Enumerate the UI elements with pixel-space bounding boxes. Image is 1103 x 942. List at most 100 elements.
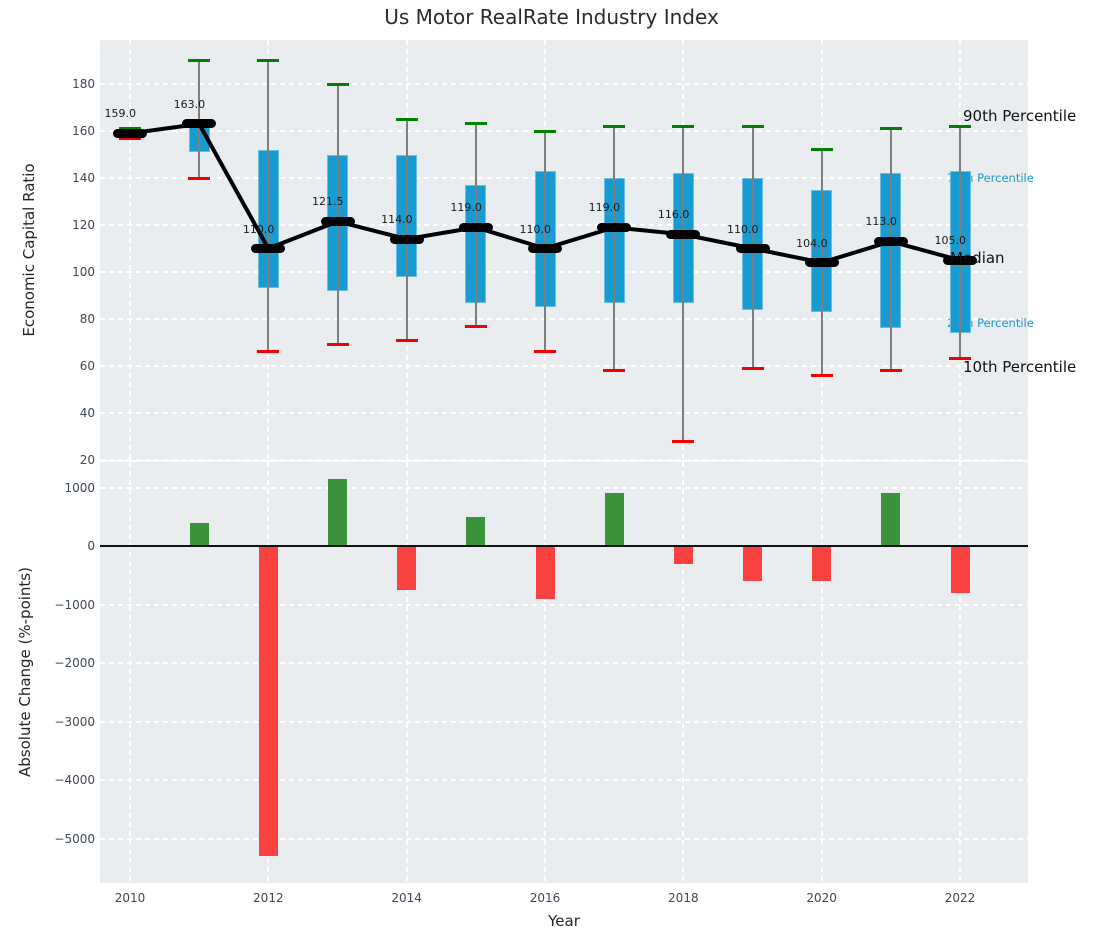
cap-10th: [879, 369, 902, 373]
bottom-plot-area: [100, 462, 1028, 883]
y-tick-label: 140: [72, 171, 95, 185]
whisker-line: [682, 126, 685, 442]
whisker-line: [198, 60, 201, 178]
median-annotation: 110.0: [242, 222, 275, 236]
y-tick-label: 1000: [64, 480, 95, 495]
cap-90th: [672, 124, 695, 128]
top-plot-area: 159.0 163.0 110.0 121.5 114.0 119.0 110.0 119.0…: [100, 40, 1028, 461]
x-axis-label: Year: [548, 912, 580, 930]
percentile-label: 10th Percentile: [963, 358, 1077, 376]
median-marker: [251, 244, 286, 253]
gridline-h: [100, 486, 1028, 489]
gridline-h: [100, 837, 1028, 840]
percentile-label: 90th Percentile: [963, 107, 1077, 125]
gridline-h: [100, 603, 1028, 606]
median-marker: [873, 236, 908, 246]
y-tick-label: 100: [72, 265, 95, 279]
bar-positive: [328, 478, 347, 546]
percentile-label: Median: [950, 249, 1005, 267]
gridline-h: [100, 412, 1028, 414]
bar-negative: [743, 546, 762, 582]
zero-line: [100, 545, 1028, 547]
y-tick-label: −4000: [54, 773, 95, 787]
y-tick-label: 20: [79, 453, 95, 467]
median-marker: [735, 244, 770, 253]
chart-title: Us Motor RealRate Industry Index: [384, 5, 719, 29]
median-annotation: 163.0: [173, 97, 206, 111]
median-marker: [182, 119, 217, 129]
cap-10th: [257, 350, 280, 354]
gridline-v: [959, 462, 961, 883]
median-marker: [597, 222, 632, 232]
cap-90th: [949, 124, 971, 128]
x-tick-label: 2014: [391, 891, 422, 905]
bar-negative: [812, 546, 832, 582]
gridline-v: [129, 40, 131, 460]
cap-10th: [534, 350, 556, 354]
median-annotation: 159.0: [104, 107, 137, 121]
median-marker: [528, 244, 562, 253]
cap-90th: [879, 127, 902, 131]
x-tick-label: 2018: [668, 891, 699, 905]
cap-90th: [395, 117, 418, 121]
y-tick-label: −3000: [54, 714, 95, 729]
cap-10th: [464, 324, 487, 328]
cap-10th: [326, 343, 349, 347]
median-annotation: 113.0: [865, 215, 897, 229]
median-annotation: 110.0: [519, 222, 552, 236]
bar-negative: [535, 546, 555, 599]
y-tick-label: −1000: [54, 597, 95, 612]
cap-90th: [188, 59, 211, 62]
median-marker: [666, 229, 701, 239]
cap-90th: [741, 124, 764, 128]
cap-10th: [603, 369, 626, 373]
whisker-line: [613, 126, 616, 371]
cap-90th: [464, 122, 487, 126]
y-tick-label: 60: [79, 359, 95, 373]
y-tick-label: 160: [72, 124, 95, 138]
cap-90th: [534, 129, 556, 133]
cap-10th: [741, 366, 764, 370]
gridline-h: [100, 271, 1028, 273]
y-tick-label: 0: [87, 539, 95, 553]
cap-10th: [188, 176, 211, 180]
gridline-h: [100, 459, 1028, 461]
median-marker: [389, 234, 424, 244]
y-tick-label: −5000: [54, 831, 95, 846]
gridline-h: [100, 365, 1028, 367]
whisker-line: [889, 128, 892, 371]
gridline-h: [100, 779, 1028, 781]
gridline-h: [100, 83, 1028, 85]
bar-negative: [258, 546, 278, 857]
median-annotation: 105.0: [934, 234, 967, 248]
bar-positive: [881, 493, 901, 546]
bar-positive: [604, 493, 624, 546]
cap-90th: [257, 59, 280, 62]
gridline-v: [820, 462, 823, 883]
cap-10th: [395, 338, 418, 342]
y-tick-label: −2000: [54, 656, 95, 670]
median-annotation: 119.0: [588, 201, 621, 215]
cap-10th: [810, 373, 833, 377]
median-marker: [320, 216, 355, 226]
bar-negative: [673, 546, 693, 564]
median-annotation: 121.5: [312, 195, 344, 209]
x-tick-label: 2020: [806, 891, 837, 905]
x-tick-label: 2022: [944, 891, 976, 905]
whisker-line: [267, 60, 270, 352]
bar-positive: [466, 516, 486, 546]
y-tick-label: 40: [79, 406, 95, 420]
cap-90th: [603, 124, 626, 128]
whisker-line: [544, 131, 546, 352]
median-annotation: 110.0: [727, 222, 759, 236]
gridline-h: [100, 662, 1028, 664]
cap-10th: [949, 357, 971, 361]
y-tick-label: 120: [72, 218, 95, 232]
median-marker: [804, 258, 839, 268]
bar-positive: [189, 522, 209, 546]
gridline-v: [129, 462, 131, 883]
gridline-h: [100, 720, 1028, 723]
gridline-h: [100, 318, 1028, 320]
median-marker: [113, 128, 147, 138]
